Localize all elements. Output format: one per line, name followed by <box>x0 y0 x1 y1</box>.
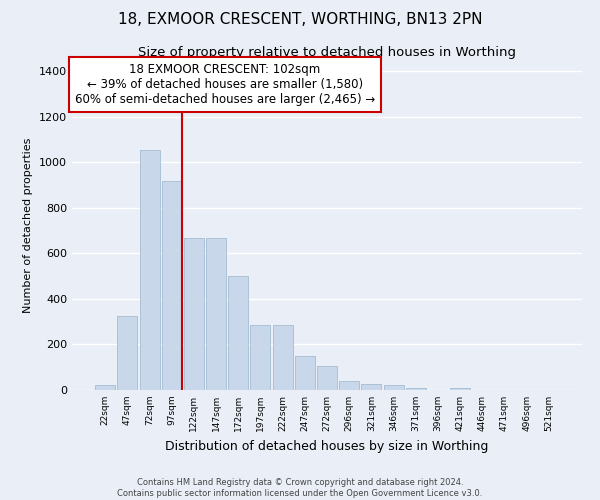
Text: Contains HM Land Registry data © Crown copyright and database right 2024.
Contai: Contains HM Land Registry data © Crown c… <box>118 478 482 498</box>
Y-axis label: Number of detached properties: Number of detached properties <box>23 138 34 312</box>
Bar <box>295 356 315 390</box>
Bar <box>140 150 160 390</box>
Bar <box>361 384 382 390</box>
Bar <box>450 388 470 390</box>
Bar <box>339 381 359 390</box>
Bar <box>272 325 293 390</box>
Bar <box>383 386 404 390</box>
Bar <box>228 276 248 390</box>
Bar <box>206 238 226 390</box>
Bar <box>118 316 137 390</box>
Bar <box>95 386 115 390</box>
Bar <box>250 325 271 390</box>
X-axis label: Distribution of detached houses by size in Worthing: Distribution of detached houses by size … <box>166 440 488 452</box>
Bar <box>184 238 204 390</box>
Bar <box>406 388 426 390</box>
Text: 18, EXMOOR CRESCENT, WORTHING, BN13 2PN: 18, EXMOOR CRESCENT, WORTHING, BN13 2PN <box>118 12 482 28</box>
Text: 18 EXMOOR CRESCENT: 102sqm
← 39% of detached houses are smaller (1,580)
60% of s: 18 EXMOOR CRESCENT: 102sqm ← 39% of deta… <box>75 64 375 106</box>
Bar <box>317 366 337 390</box>
Title: Size of property relative to detached houses in Worthing: Size of property relative to detached ho… <box>138 46 516 59</box>
Bar <box>162 180 182 390</box>
